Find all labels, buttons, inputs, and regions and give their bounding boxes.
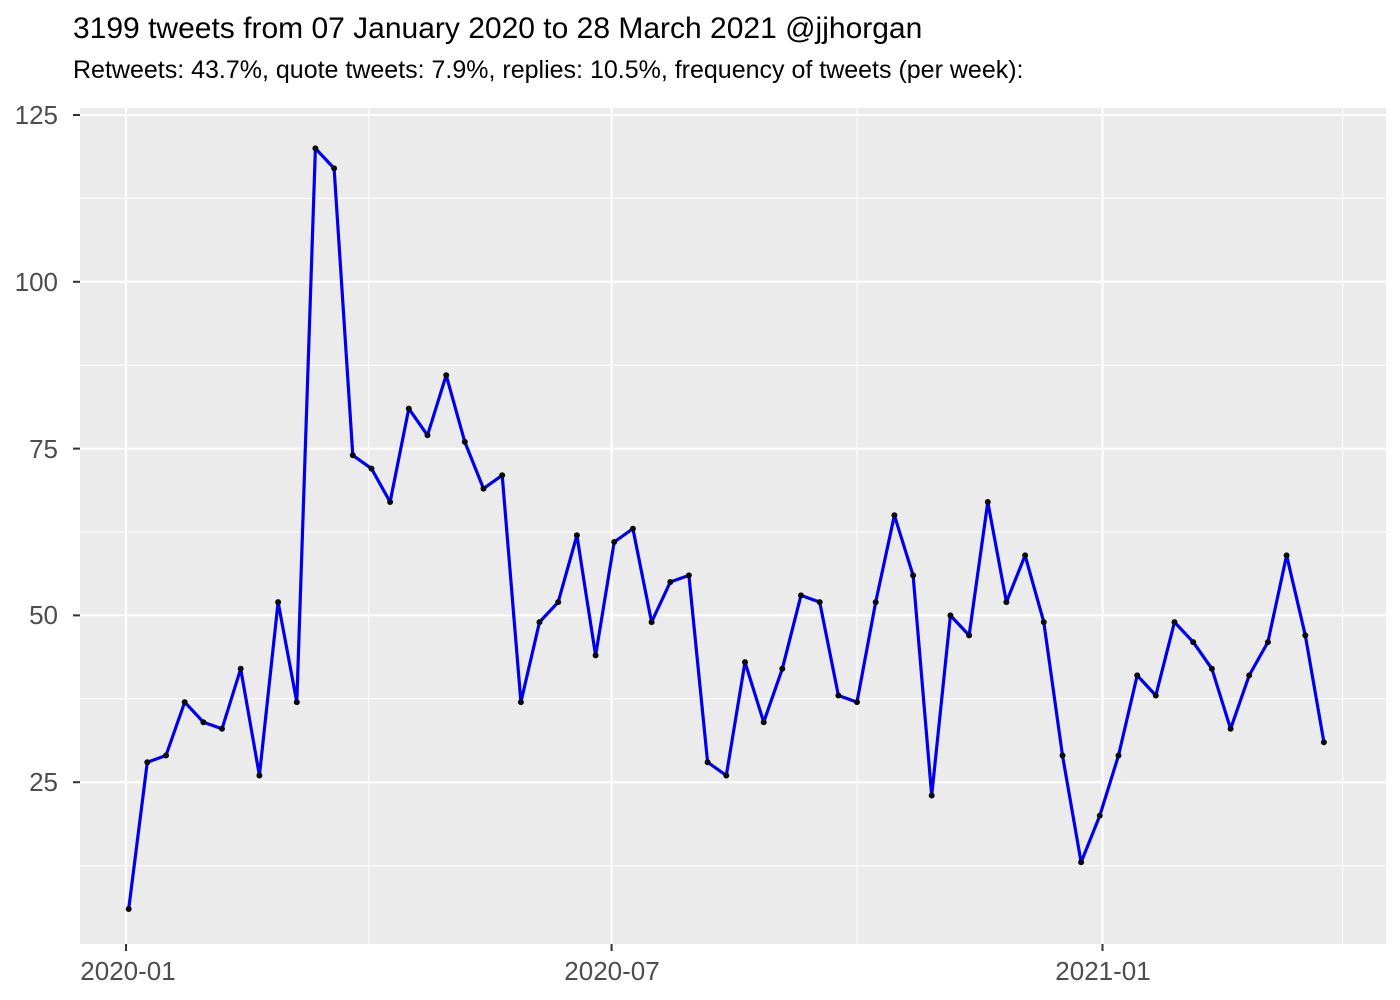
data-point <box>910 572 917 579</box>
data-point <box>704 759 711 766</box>
y-axis-tick-label-75: 75 <box>29 434 58 464</box>
data-point <box>1320 739 1327 746</box>
data-point <box>312 145 319 152</box>
data-point <box>1264 639 1271 646</box>
data-point <box>331 165 338 172</box>
data-point <box>387 499 394 505</box>
x-axis-tick-label-2021-01: 2021-01 <box>1055 956 1151 986</box>
data-point <box>1115 752 1122 759</box>
y-axis-tick-label-100: 100 <box>14 267 58 297</box>
data-point <box>200 719 207 726</box>
data-point <box>1190 639 1197 646</box>
data-point <box>816 599 823 606</box>
data-point <box>685 572 692 579</box>
data-point <box>1059 752 1066 759</box>
data-point <box>1040 619 1047 626</box>
data-point <box>1246 672 1253 679</box>
y-axis-tick-label-125: 125 <box>14 100 58 130</box>
y-axis-tick-label-25: 25 <box>29 767 58 797</box>
data-point <box>742 659 748 666</box>
data-point <box>611 539 618 545</box>
data-point <box>629 525 636 532</box>
data-point <box>275 599 282 606</box>
data-point <box>405 405 412 412</box>
data-point <box>443 372 450 379</box>
y-axis-tick-label-50: 50 <box>29 600 58 630</box>
data-point <box>1078 859 1085 866</box>
data-point <box>947 612 954 619</box>
data-point <box>723 772 730 779</box>
data-point <box>1096 812 1103 819</box>
chart-title: 3199 tweets from 07 January 2020 to 28 M… <box>73 12 923 45</box>
data-point <box>1283 552 1290 559</box>
data-point <box>648 619 655 626</box>
data-point <box>1171 619 1178 626</box>
data-point <box>798 592 804 599</box>
data-point <box>144 759 151 766</box>
data-point <box>480 485 487 492</box>
data-point <box>928 792 935 799</box>
data-point <box>891 512 898 519</box>
data-point <box>125 906 132 912</box>
data-point <box>667 579 674 585</box>
data-point <box>854 699 860 706</box>
data-point <box>349 452 356 459</box>
data-point <box>835 692 842 699</box>
data-point <box>1152 692 1159 699</box>
data-point <box>1003 599 1010 606</box>
data-point <box>872 599 879 606</box>
data-point <box>424 432 431 439</box>
data-point <box>517 699 524 706</box>
data-point <box>760 719 767 726</box>
data-point <box>1022 552 1029 559</box>
data-point <box>461 438 468 445</box>
data-point <box>1208 665 1215 672</box>
data-point <box>163 752 169 759</box>
data-point <box>1302 632 1309 639</box>
chart-subtitle: Retweets: 43.7%, quote tweets: 7.9%, rep… <box>73 56 1024 84</box>
plot-panel <box>80 108 1386 944</box>
data-point <box>536 619 543 626</box>
x-axis-tick-label-2020-07: 2020-07 <box>564 956 660 986</box>
data-point <box>293 699 300 706</box>
data-point <box>984 499 991 505</box>
x-axis-tick-label-2020-01: 2020-01 <box>80 956 176 986</box>
data-point <box>1134 672 1141 679</box>
data-point <box>1227 725 1234 732</box>
data-point <box>573 532 580 539</box>
data-point <box>256 772 263 779</box>
data-point <box>966 632 973 639</box>
data-point <box>368 465 375 472</box>
data-point <box>181 699 188 706</box>
data-point <box>499 472 506 479</box>
data-point <box>592 652 599 659</box>
data-point <box>779 665 786 672</box>
data-point <box>219 725 225 732</box>
data-point <box>555 599 562 606</box>
data-point <box>237 665 244 672</box>
